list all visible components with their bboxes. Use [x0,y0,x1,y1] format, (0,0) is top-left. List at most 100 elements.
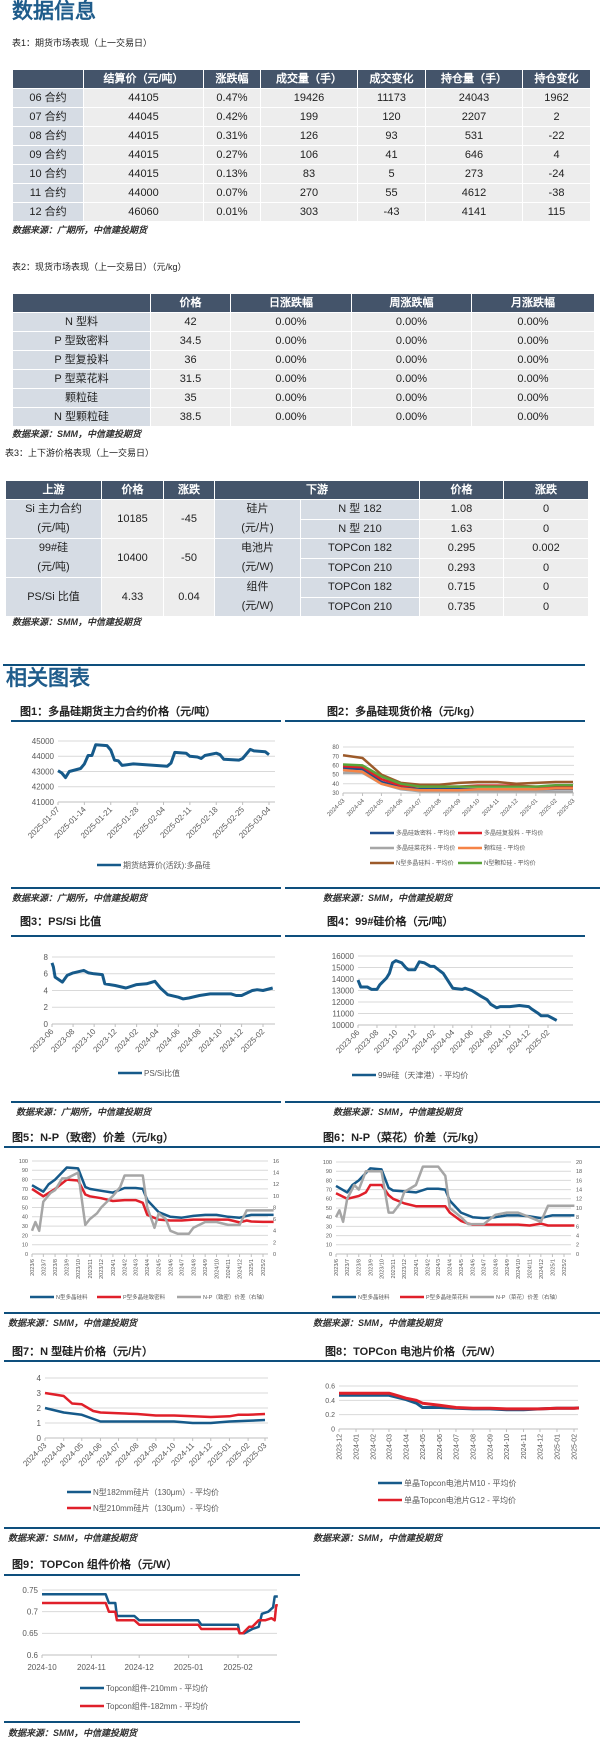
x-tick-label: 2023/6 [30,1259,36,1276]
x-tick-label: 2024-11 [521,1434,528,1459]
table-cell: 0.00% [471,369,595,389]
chart-rule [4,1574,300,1576]
table-cell: 0.00% [351,369,472,389]
chart-rule [285,1101,600,1103]
downstream-category: 硅片 (元/片) [214,499,301,539]
chart-3: 8 6 4 2 02023-062023-082023-102023-122024-02… [28,953,275,1078]
x-tick-label: 2024-07 [453,1434,460,1460]
column-header: 持仓变化 [522,69,591,89]
x-tick-label: 2023/9 [65,1259,71,1276]
chart-source: 数据来源：SMM，中信建投期货 [8,1533,137,1543]
category-name: 电池片 [241,542,274,554]
table-cell: 0.00% [351,331,472,351]
x-tick-label: 2024/1 [111,1259,117,1276]
x-tick-label: 2024-03 [386,1434,393,1460]
chart-source: 数据来源：SMM，中信建投期货 [323,893,452,903]
section-title-charts: 相关图表 [6,667,90,690]
category-unit: (元/片) [241,522,274,534]
y2-tick-label: 6 [273,1217,276,1223]
chart-rule [285,1146,600,1148]
downstream-price: 0.293 [419,557,504,578]
row-label: 07 合约 [12,107,84,127]
y-tick-label: 2 [44,1003,49,1012]
y-tick-label: 4 [37,1374,42,1383]
chart-rule [285,887,600,889]
x-tick-label: 2023/9 [368,1259,374,1276]
chart-rule [4,1527,290,1529]
series-line [334,1165,575,1226]
y-tick-label: 0.65 [22,1629,38,1638]
legend-label: Topcon组件-182mm - 平均价 [106,1701,208,1711]
x-tick-label: 2024-10 [461,798,481,818]
chart-source: 数据来源：广期所，中信建投期货 [12,893,148,903]
table-cell: 0.31% [203,126,261,146]
table-cell: 199 [260,107,358,127]
y-tick-label: 0.6 [325,1383,335,1390]
y-tick-label: 50 [22,1205,28,1211]
chart-6: 1009080706050403020100201816141210864202… [323,1160,582,1301]
x-tick-label: 2024-04 [429,1028,457,1056]
series-line [356,959,558,1022]
table-row: Si 主力合约 (元/吨) 10185 -45 硅片 (元/片) N 型 182 1… [5,499,589,539]
category-unit: (元/W) [241,561,274,573]
table-cell: 0.01% [203,202,261,222]
row-label: 09 合约 [12,145,84,165]
y-tick-label: 0 [25,1252,28,1258]
x-tick-label: 2025-01 [206,1441,234,1469]
upstream-change: -50 [163,538,215,578]
col-price: 价格 [101,480,164,500]
table-cell: 19426 [260,88,358,108]
table-row: P 型复投料 36 0.00% 0.00% 0.00% [12,350,595,370]
x-tick-label: 2024-08 [114,1441,142,1469]
x-tick-label: 2025-02 [571,1434,578,1460]
row-label: P 型致密料 [12,331,151,351]
series-line [31,1166,274,1219]
table-cell: 44015 [83,145,204,165]
x-tick-label: 2025-01 [519,798,539,818]
y-tick-label: 10 [22,1243,28,1249]
x-tick-label: 2023-12 [336,1434,343,1460]
x-tick-label: 2024-04 [403,1434,410,1460]
section-title-data-info: 数据信息 [12,0,96,23]
series-line [30,1171,274,1235]
table-row: 10 合约 44015 0.13% 83 5 273 -24 [12,164,591,184]
upstream-change: -45 [163,499,215,539]
table-cell: 0.00% [230,407,352,427]
y-tick-label: 42000 [32,783,55,792]
chart-source: 数据来源：SMM，中信建投期货 [313,1318,442,1328]
x-tick-label: 2023/7 [41,1259,47,1276]
series-line [42,1593,278,1635]
x-tick-label: 2024-08 [467,1028,495,1056]
table-cell: 0.00% [351,312,472,332]
y-tick-label: 2 [37,1404,42,1413]
x-tick-label: 2024/9 [203,1259,209,1276]
y2-tick-label: 18 [576,1169,582,1175]
spot-market-table: 价格 日涨跌幅 周涨跌幅 月涨跌幅 N 型料 42 0.00% 0.00% 0.00% P 型致密… [12,293,595,427]
x-tick-label: 2024/1 [414,1259,420,1276]
table-cell: 38.5 [150,407,231,427]
chart-title: 图9：TOPCon 组件价格（元/W） [12,1559,178,1571]
legend-label: N型颗粒硅 - 平均价 [484,859,536,867]
table-cell: 646 [425,145,523,165]
y2-tick-label: 4 [576,1234,579,1240]
table1-source: 数据来源：广期所，中信建投期货 [12,225,148,235]
col-downstream: 下游 [214,480,420,500]
series-line [44,1406,266,1425]
table-cell: 0.13% [203,164,261,184]
x-tick-label: 2023/6 [334,1259,340,1276]
y-tick-label: 15000 [332,963,355,972]
y-tick-label: 70 [22,1187,28,1193]
x-tick-label: 2024-09 [132,1441,160,1469]
chart-title: 图2：多晶硅现货价格（元/kg） [327,706,482,718]
table-cell: 106 [260,145,358,165]
y-tick-label: 50 [326,1206,332,1212]
col-upstream: 上游 [5,480,102,500]
section-divider [3,664,585,666]
x-tick-label: 2024-05 [420,1434,427,1460]
category-name: 硅片 [246,503,269,515]
x-tick-label: 2023-10 [372,1028,400,1056]
x-tick-label: 2024/5 [157,1259,163,1276]
y-tick-label: 0 [37,1434,42,1443]
y-tick-label: 10 [326,1243,332,1249]
x-tick-label: 2024/6 [168,1259,174,1276]
